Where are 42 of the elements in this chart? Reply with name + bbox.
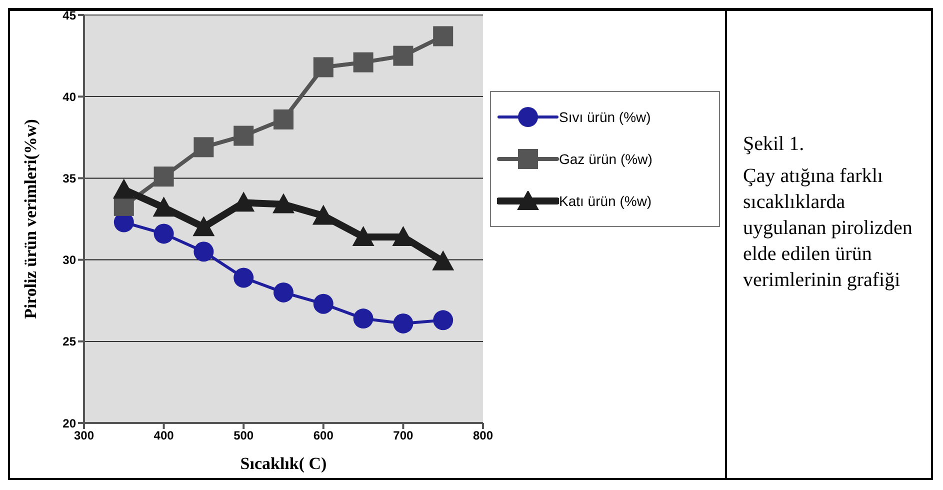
y-tick-label: 30 bbox=[62, 253, 76, 268]
point bbox=[433, 310, 454, 330]
point bbox=[393, 313, 414, 334]
point bbox=[274, 109, 294, 130]
y-tick-label: 25 bbox=[62, 334, 76, 349]
point bbox=[433, 26, 454, 46]
point bbox=[154, 166, 174, 187]
point bbox=[352, 226, 374, 246]
point bbox=[152, 196, 175, 217]
x-tick-label: 600 bbox=[313, 428, 334, 443]
point bbox=[112, 178, 135, 199]
y-tick-label: 20 bbox=[62, 416, 76, 430]
point bbox=[393, 46, 414, 66]
x-tick-label: 300 bbox=[74, 428, 94, 443]
point bbox=[234, 126, 254, 146]
point bbox=[274, 282, 294, 302]
point bbox=[432, 250, 454, 270]
point bbox=[194, 242, 214, 262]
x-tick-label: 500 bbox=[234, 428, 254, 443]
point bbox=[234, 268, 254, 288]
legend-label: Sıvı ürün (%w) bbox=[559, 109, 651, 125]
y-tick-label: 45 bbox=[62, 8, 76, 22]
x-axis-title: Sıcaklık( C) bbox=[240, 454, 327, 473]
y-axis-title: Piroliz ürün verimleri(%w) bbox=[21, 119, 40, 319]
point bbox=[272, 193, 294, 214]
x-tick-label: 800 bbox=[472, 428, 494, 443]
point bbox=[353, 308, 374, 329]
legend-label: Katı ürün (%w) bbox=[559, 193, 652, 209]
legend-label: Gaz ürün (%w) bbox=[559, 151, 652, 167]
point bbox=[192, 216, 215, 236]
x-tick-label: 400 bbox=[154, 428, 174, 443]
point bbox=[194, 137, 214, 158]
text: Şekil 1. bbox=[743, 132, 806, 157]
x-tick-label: 700 bbox=[393, 428, 414, 443]
point bbox=[313, 294, 334, 314]
point bbox=[353, 52, 374, 72]
point bbox=[154, 224, 174, 244]
point bbox=[312, 204, 334, 225]
y-tick-label: 35 bbox=[62, 171, 76, 186]
y-tick-label: 40 bbox=[62, 90, 76, 104]
text: Çay atığına farklı sıcaklıklarda uygulanan pirolizden elde edilen ürün verimlerinin grafiği bbox=[743, 164, 914, 293]
point bbox=[313, 57, 334, 78]
